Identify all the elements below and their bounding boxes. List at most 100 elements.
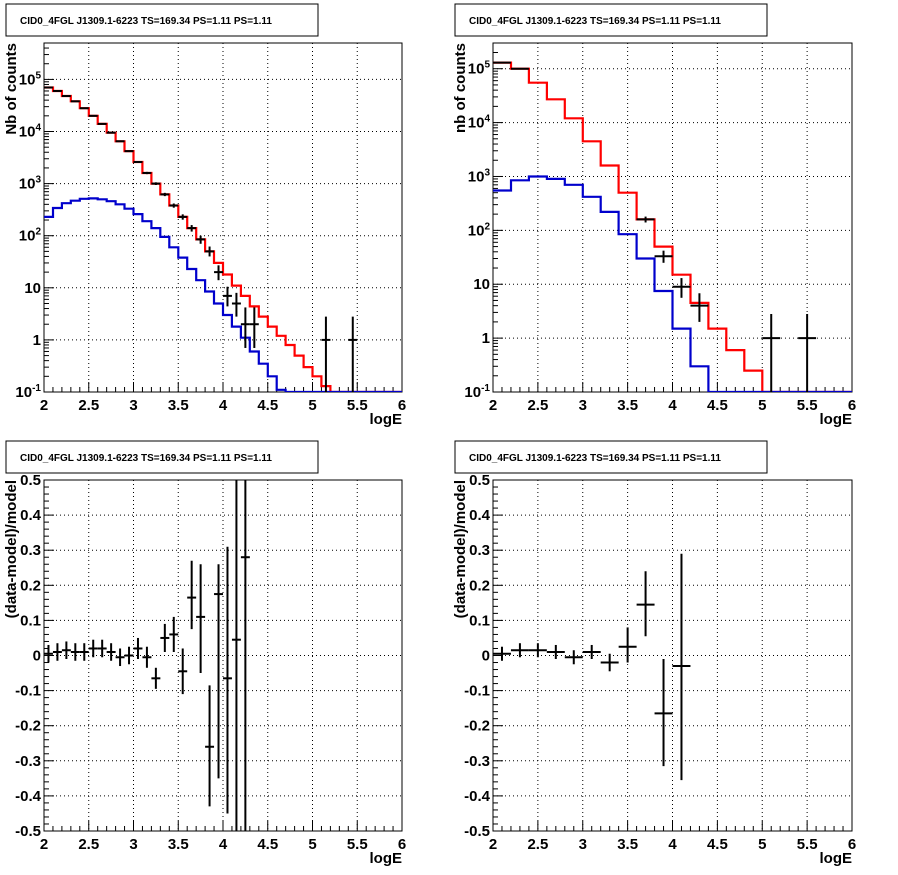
y-tick-label: 0.1 xyxy=(20,612,41,629)
x-tick-label: 2.5 xyxy=(78,397,99,414)
data-point xyxy=(798,314,817,392)
plot-data xyxy=(44,480,250,831)
x-tick-label: 5.5 xyxy=(347,397,368,414)
data-point xyxy=(142,171,152,175)
data-point xyxy=(214,265,223,281)
data-point xyxy=(618,627,637,663)
data-point xyxy=(205,246,215,257)
x-tick-label: 3 xyxy=(129,836,137,853)
data-point xyxy=(187,225,197,232)
x-tick-label: 5 xyxy=(758,397,766,414)
data-point xyxy=(240,480,250,831)
y-tick-exponent: 3 xyxy=(35,175,41,186)
data-point xyxy=(97,639,107,658)
x-tick-label: 3.5 xyxy=(617,397,638,414)
y-tick-label: -0.5 xyxy=(464,823,490,840)
x-tick-label: 2.5 xyxy=(527,397,548,414)
y-tick-exponent: 3 xyxy=(484,167,490,178)
x-tick-label: 5.5 xyxy=(797,836,818,853)
y-tick-label: 0.3 xyxy=(469,542,490,559)
data-point xyxy=(214,564,223,779)
data-point xyxy=(124,646,134,665)
data-point xyxy=(97,122,107,125)
y-tick-label: -0.3 xyxy=(15,753,41,770)
data-point xyxy=(79,107,89,110)
data-point xyxy=(44,644,53,663)
y-tick-label: -0.4 xyxy=(15,788,42,805)
y-axis-title: nb of counts xyxy=(452,43,469,133)
y-tick-exponent: 4 xyxy=(35,123,41,134)
x-tick-label: 3 xyxy=(579,836,587,853)
series-source-model xyxy=(493,175,852,392)
data-point xyxy=(44,86,53,89)
data-point xyxy=(88,639,98,658)
data-point xyxy=(582,644,601,660)
y-tick-label: -0.2 xyxy=(464,718,490,735)
chart-title: CID0_4FGL J1309.1-6223 TS=169.34 PS=1.11… xyxy=(20,16,272,27)
y-axis-title: (data-model)/model xyxy=(3,480,20,618)
y-tick-label: 0.4 xyxy=(469,507,491,524)
data-point xyxy=(142,646,152,668)
data-point xyxy=(160,192,170,197)
data-point xyxy=(510,643,529,658)
data-point xyxy=(70,100,80,103)
data-point xyxy=(61,641,71,660)
data-point xyxy=(231,292,241,317)
x-tick-label: 2.5 xyxy=(527,836,548,853)
data-point xyxy=(160,623,170,652)
y-tick-label: 10 xyxy=(473,276,490,293)
data-point xyxy=(223,286,232,307)
plot-data xyxy=(493,61,852,392)
y-tick-exponent: 5 xyxy=(35,70,41,81)
x-tick-label: 5 xyxy=(308,397,316,414)
data-point xyxy=(493,646,511,661)
data-point xyxy=(70,643,80,661)
data-point xyxy=(133,160,143,163)
data-point xyxy=(52,89,62,92)
y-tick-label: 0.5 xyxy=(20,472,41,489)
data-point xyxy=(133,637,143,660)
chart-title: CID0_4FGL J1309.1-6223 TS=169.34 PS=1.11… xyxy=(469,16,721,27)
y-tick-label: 1 xyxy=(482,330,490,347)
title-box xyxy=(454,440,768,474)
data-point xyxy=(528,643,547,658)
x-axis-title: logE xyxy=(820,411,853,428)
data-point xyxy=(151,182,161,186)
data-point xyxy=(348,316,358,392)
x-axis-title: logE xyxy=(370,850,403,867)
y-tick-label: -0.1 xyxy=(15,683,41,700)
y-tick-label: -0.4 xyxy=(464,788,491,805)
data-point xyxy=(231,480,241,831)
data-point xyxy=(240,307,250,348)
data-point xyxy=(636,571,655,637)
data-point xyxy=(169,616,179,652)
data-point xyxy=(223,546,232,814)
data-point xyxy=(205,685,215,807)
x-tick-label: 4 xyxy=(668,397,677,414)
x-tick-label: 3.5 xyxy=(168,836,189,853)
data-point xyxy=(115,648,125,667)
plot-data xyxy=(44,86,402,392)
y-tick-label: -0.5 xyxy=(15,823,41,840)
x-tick-label: 5.5 xyxy=(797,397,818,414)
x-tick-label: 4.5 xyxy=(257,836,278,853)
chart-title: CID0_4FGL J1309.1-6223 TS=169.34 PS=1.11… xyxy=(20,453,272,464)
title-box xyxy=(5,3,319,37)
data-point xyxy=(762,314,781,392)
x-tick-label: 6 xyxy=(398,836,406,853)
y-tick-exponent: 2 xyxy=(484,221,490,232)
pad-residuals-right: CID0_4FGL J1309.1-6223 TS=169.34 PS=1.11… xyxy=(452,440,856,867)
x-tick-label: 6 xyxy=(398,397,406,414)
x-tick-label: 2 xyxy=(40,836,48,853)
y-tick-exponent: -1 xyxy=(481,383,490,394)
data-point xyxy=(600,653,619,672)
data-point xyxy=(546,644,565,660)
x-tick-label: 6 xyxy=(848,836,856,853)
data-point xyxy=(178,214,188,220)
y-tick-label: 0.1 xyxy=(469,612,490,629)
y-tick-label: 1 xyxy=(33,332,41,349)
x-tick-label: 6 xyxy=(848,397,856,414)
x-tick-label: 3 xyxy=(579,397,587,414)
